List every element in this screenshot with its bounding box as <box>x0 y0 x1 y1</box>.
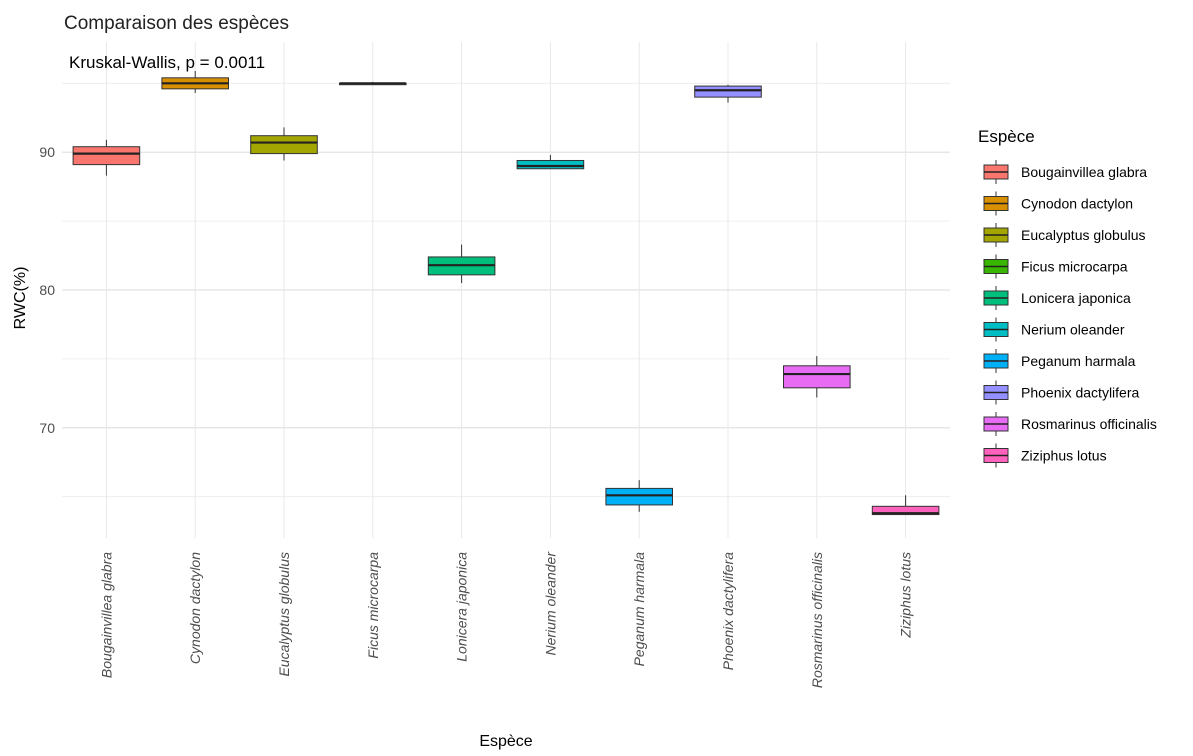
y-tick-label: 70 <box>39 420 55 436</box>
legend-label: Nerium oleander <box>1021 322 1125 338</box>
x-tick-label: Cynodon dactylon <box>187 552 203 664</box>
legend-label: Ziziphus lotus <box>1021 448 1107 464</box>
legend-label: Bougainvillea glabra <box>1021 164 1147 180</box>
x-tick-label: Eucalyptus globulus <box>276 552 292 677</box>
box-8 <box>783 365 851 389</box>
box-0 <box>72 146 141 166</box>
y-axis-title: RWC(%) <box>12 267 29 330</box>
x-tick-label: Ziziphus lotus <box>898 552 914 639</box>
y-tick-label: 80 <box>39 282 55 298</box>
x-tick-label: Peganum harmala <box>631 552 647 667</box>
box-2 <box>250 135 318 155</box>
x-tick-label: Phoenix dactylifera <box>720 552 736 671</box>
x-axis-title: Espèce <box>479 733 532 750</box>
legend-label: Cynodon dactylon <box>1021 196 1133 212</box>
axes: 70 80 90 Bougainvillea glabra Cynodon dactyl… <box>39 144 913 688</box>
legend-label: Ficus microcarpa <box>1021 259 1128 275</box>
test-annotation: Kruskal-Wallis, p = 0.0011 <box>69 53 265 72</box>
boxes <box>72 70 940 516</box>
legend-label: Lonicera japonica <box>1021 290 1131 306</box>
box-5 <box>516 159 585 170</box>
x-tick-label: Bougainvillea glabra <box>98 552 114 678</box>
x-tick-label: Rosmarinus officinalis <box>809 552 825 688</box>
chart-title: Comparaison des espèces <box>64 13 289 34</box>
legend-title: Espèce <box>978 127 1035 146</box>
box-9 <box>871 505 940 516</box>
legend-label: Peganum harmala <box>1021 353 1136 369</box>
legend-label: Phoenix dactylifera <box>1021 385 1140 401</box>
legend-label: Rosmarinus officinalis <box>1021 416 1157 432</box>
legend: Espèce Bougainvillea glabra Cynodon dacty… <box>978 127 1157 468</box>
x-tick-label: Nerium oleander <box>542 551 558 656</box>
x-tick-label: Ficus microcarpa <box>365 552 381 659</box>
legend-label: Eucalyptus globulus <box>1021 227 1146 243</box>
box-7 <box>694 85 762 98</box>
grid <box>62 42 950 538</box>
x-tick-label: Lonicera japonica <box>454 552 470 662</box>
y-tick-label: 90 <box>39 144 55 160</box>
box-6 <box>605 487 674 506</box>
